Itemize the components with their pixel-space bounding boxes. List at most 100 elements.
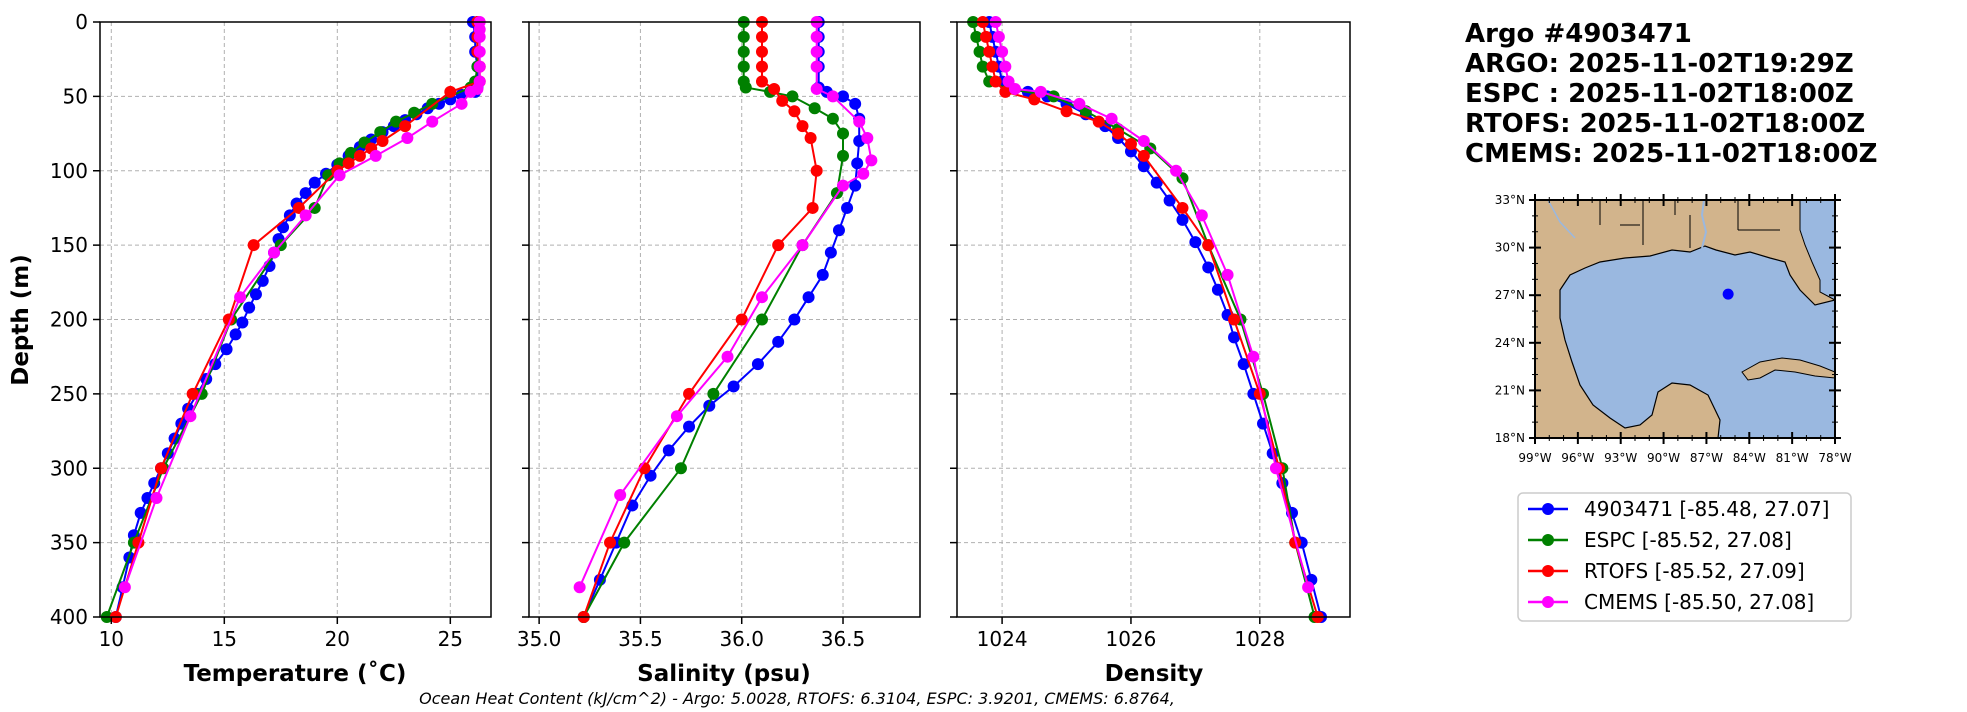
temperature-point-argo (277, 221, 290, 234)
title-line-cmems-time: CMEMS: 2025-11-02T18:00Z (1465, 139, 1877, 169)
temperature-point-cmems (401, 132, 414, 145)
map-lon-label: 96°W (1561, 451, 1594, 465)
salinity-point-espc (739, 81, 752, 94)
density-point-cmems (1105, 112, 1118, 125)
gulf-of-mexico (1559, 245, 1835, 438)
density-point-espc (976, 60, 989, 73)
depth-y-tick-label: 250 (50, 382, 88, 406)
density-point-rtofs (1253, 387, 1266, 400)
legend-label-espc: ESPC [-85.52, 27.08] (1584, 528, 1792, 552)
legend-item: 4903471 [-85.48, 27.07] (1528, 497, 1829, 521)
map-frame (1534, 199, 1836, 439)
density-point-argo (1137, 160, 1150, 173)
density-point-argo (1228, 331, 1241, 344)
state-borders (1599, 200, 1780, 248)
temperature-point-cmems (473, 60, 486, 73)
legend-marker-espc (1542, 534, 1554, 546)
legend-marker-argo (1542, 503, 1554, 515)
density-series-line-espc (972, 21, 1316, 618)
temperature-point-espc (322, 169, 335, 182)
temperature-point-cmems (464, 85, 477, 98)
density-x-tick-label: 1026 (1105, 627, 1156, 651)
temperature-point-rtofs (353, 149, 366, 162)
depth-y-tick-label: 50 (63, 84, 88, 108)
salinity-x-tick-label: 36.0 (719, 627, 764, 651)
salinity-point-cmems (837, 179, 850, 192)
map-lon-label: 84°W (1733, 451, 1766, 465)
depth-y-tick-label: 150 (50, 233, 88, 257)
salinity-point-argo (683, 420, 696, 433)
salinity-point-cmems (755, 291, 768, 304)
salinity-x-tick-label: 35.0 (517, 627, 562, 651)
temperature-point-argo (243, 301, 256, 314)
salinity-point-cmems (796, 239, 809, 252)
density-series-line-cmems (994, 21, 1310, 588)
density-point-argo (1150, 176, 1163, 189)
density-point-rtofs (1060, 105, 1073, 118)
salinity-point-rtofs (768, 82, 781, 95)
depth-y-tick-label: 0 (75, 10, 88, 34)
legend-marker-rtofs (1542, 565, 1554, 577)
density-point-argo (1163, 194, 1176, 207)
salinity-point-cmems (810, 30, 823, 43)
depth-y-label: Depth (m) (8, 254, 34, 386)
depth-y-tick-label: 300 (50, 456, 88, 480)
salinity-point-espc (737, 60, 750, 73)
salinity-point-cmems (573, 581, 586, 594)
map-lon-label: 81°W (1776, 451, 1809, 465)
salinity-point-cmems (810, 60, 823, 73)
salinity-x-tick-label: 35.5 (618, 627, 663, 651)
salinity-point-argo (802, 291, 815, 304)
legend-marker-cmems (1542, 596, 1554, 608)
legend-item: ESPC [-85.52, 27.08] (1528, 528, 1792, 552)
density-point-cmems (1008, 82, 1021, 95)
map-lat-label: 30°N (1495, 241, 1525, 255)
temperature-point-argo (299, 187, 312, 200)
map-lat-label: 24°N (1495, 336, 1525, 350)
inset-map: 33°N 30°N 27°N 24°N 21°N 18°N 99°W 96°W 93°W 90°W… (1495, 193, 1852, 465)
density-point-rtofs (1092, 115, 1105, 128)
cuba-island (1741, 357, 1835, 381)
density-x-label: Density (1105, 661, 1204, 687)
depth-y-tick-label: 200 (50, 308, 88, 332)
temperature-point-argo (249, 288, 262, 301)
density-point-cmems (1034, 85, 1047, 98)
density-point-rtofs (1137, 149, 1150, 162)
temperature-point-argo (220, 343, 233, 356)
density-point-rtofs (1112, 127, 1125, 140)
map-lon-label: 93°W (1604, 451, 1637, 465)
salinity-series-line-cmems (578, 22, 873, 588)
density-point-rtofs (1124, 137, 1137, 150)
density-point-cmems (1302, 581, 1315, 594)
density-point-argo (1211, 283, 1224, 296)
salinity-point-espc (737, 30, 750, 43)
density-point-rtofs (986, 60, 999, 73)
density-point-argo (1237, 358, 1250, 371)
temperature-point-cmems (118, 581, 131, 594)
legend-frame (1517, 492, 1852, 622)
legend-label-cmems: CMEMS [-85.50, 27.08] (1584, 590, 1814, 614)
salinity-point-rtofs (772, 239, 785, 252)
salinity-point-espc (674, 462, 687, 475)
temperature-x-tick-label: 25 (438, 627, 463, 651)
salinity-point-argo (788, 313, 801, 326)
title-line-rtofs-time: RTOFS: 2025-11-02T18:00Z (1465, 109, 1865, 139)
temperature-point-cmems (150, 492, 163, 504)
map-lat-label: 33°N (1495, 193, 1525, 207)
density-point-rtofs (999, 85, 1012, 98)
density-x-tick-label: 1024 (977, 627, 1028, 651)
temperature-point-espc (308, 201, 321, 214)
salinity-point-argo (837, 90, 850, 103)
density-point-cmems (1195, 209, 1208, 222)
temperature-point-cmems (369, 149, 382, 162)
density-point-cmems (1221, 268, 1234, 281)
density-x-tick-label: 1028 (1234, 627, 1285, 651)
temperature-x-tick-label: 10 (99, 627, 124, 651)
salinity-point-cmems (810, 45, 823, 58)
temperature-point-rtofs (186, 387, 199, 400)
salinity-x-tick-label: 36.5 (821, 627, 866, 651)
salinity-point-cmems (861, 132, 874, 145)
salinity-point-cmems (826, 90, 839, 103)
salinity-point-rtofs (755, 75, 768, 88)
